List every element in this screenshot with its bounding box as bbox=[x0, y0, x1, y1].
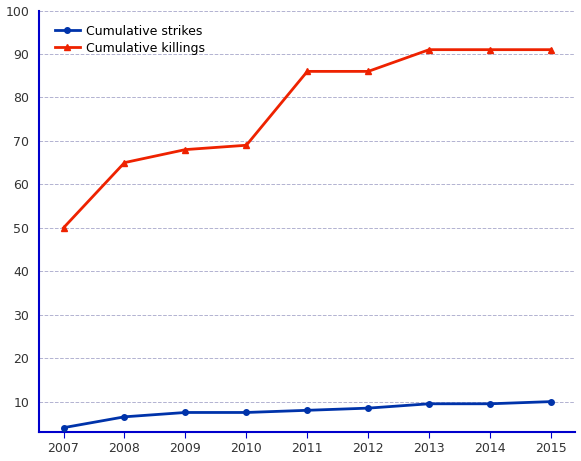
Cumulative killings bbox=[426, 47, 433, 53]
Cumulative killings bbox=[121, 160, 128, 165]
Cumulative killings bbox=[365, 69, 372, 74]
Cumulative strikes bbox=[60, 425, 67, 431]
Line: Cumulative strikes: Cumulative strikes bbox=[61, 399, 554, 431]
Cumulative strikes bbox=[182, 410, 189, 415]
Cumulative strikes bbox=[547, 399, 554, 404]
Cumulative killings bbox=[243, 142, 250, 148]
Line: Cumulative killings: Cumulative killings bbox=[60, 46, 554, 231]
Cumulative killings bbox=[182, 147, 189, 153]
Cumulative strikes bbox=[304, 408, 311, 413]
Cumulative strikes bbox=[243, 410, 250, 415]
Cumulative killings bbox=[60, 225, 67, 230]
Cumulative killings bbox=[304, 69, 311, 74]
Cumulative strikes bbox=[121, 414, 128, 420]
Cumulative strikes bbox=[487, 401, 494, 407]
Cumulative killings bbox=[487, 47, 494, 53]
Legend: Cumulative strikes, Cumulative killings: Cumulative strikes, Cumulative killings bbox=[51, 21, 209, 58]
Cumulative strikes bbox=[365, 405, 372, 411]
Cumulative strikes bbox=[426, 401, 433, 407]
Cumulative killings bbox=[547, 47, 554, 53]
